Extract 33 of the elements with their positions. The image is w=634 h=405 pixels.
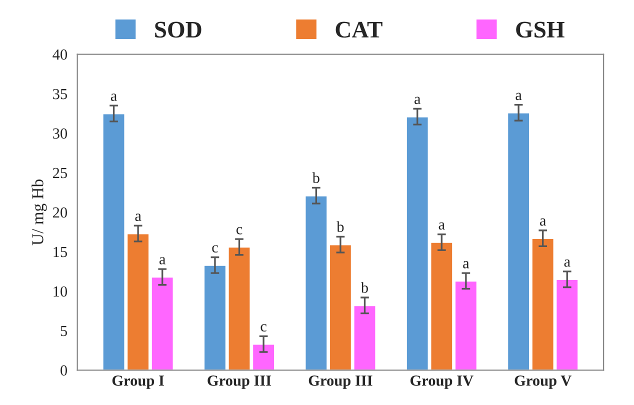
x-tick-label: Group III [308,376,372,389]
x-tick-label: Group V [514,376,572,389]
data-label: a [438,222,445,230]
y-tick-label: 30 [53,128,68,139]
data-label: b [336,221,344,232]
x-tick-label: Group I [112,376,164,389]
data-label: a [414,96,421,104]
data-label: b [312,172,320,184]
y-tick-label: 40 [52,49,68,60]
x-tick-label: Group IV [410,376,474,389]
y-axis-title: U/ mg Hb [32,180,47,246]
data-label: a [160,257,166,264]
data-label: a [540,218,546,226]
data-label: a [516,92,522,100]
legend-label: GSH [516,22,564,38]
data-label: a [564,259,570,267]
data-label: a [463,261,470,268]
y-tick-label: 35 [53,88,68,100]
data-label: c [260,324,266,332]
data-label: a [135,214,142,221]
y-tick-label: 20 [53,207,68,218]
legend-label: CAT [336,22,382,38]
y-tick-label: 5 [60,326,68,336]
x-tick-label: Group III [208,376,272,389]
data-label: c [236,227,242,234]
y-tick-label: 25 [53,168,68,178]
data-label: a [110,94,117,101]
y-tick-label: 10 [54,286,68,297]
data-label: c [212,245,218,253]
y-tick-label: 0 [60,365,68,376]
y-tick-label: 15 [54,246,68,258]
legend-label: SOD [155,22,202,38]
data-label: b [360,282,368,293]
